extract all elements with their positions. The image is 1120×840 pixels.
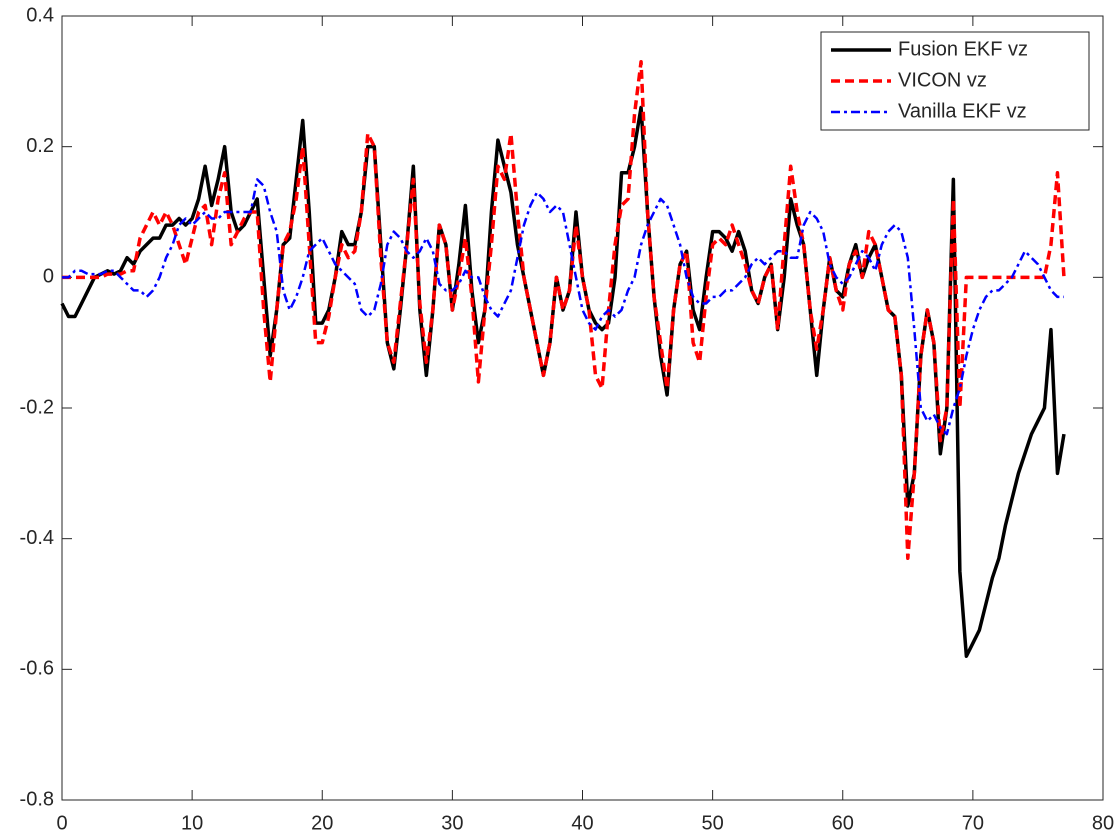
x-tick-label: 80 [1092,812,1114,834]
y-tick-label: -0.6 [20,658,54,680]
x-tick-label: 30 [441,812,463,834]
y-tick-label: 0 [43,266,54,288]
x-tick-label: 70 [962,812,984,834]
x-tick-label: 0 [56,812,67,834]
series-line [62,59,1066,561]
series-line [62,178,1064,436]
x-tick-label: 10 [181,812,203,834]
y-tick-label: 0.4 [26,4,54,26]
x-tick-label: 40 [571,812,593,834]
y-tick-label: -0.8 [20,788,54,810]
x-tick-label: 50 [702,812,724,834]
legend: Fusion EKF vz VICON vz Vanilla EKF vz [820,31,1090,131]
y-tick-label: 0.2 [26,135,54,157]
x-tick-label: 20 [311,812,333,834]
y-tick-label: -0.4 [20,527,54,549]
legend-label: Fusion EKF vz [898,38,1028,60]
legend-label: Vanilla EKF vz [898,100,1027,122]
legend-label: VICON vz [898,69,987,91]
plot-area [61,15,1104,801]
y-tick-label: -0.2 [20,396,54,418]
x-tick-label: 60 [832,812,854,834]
